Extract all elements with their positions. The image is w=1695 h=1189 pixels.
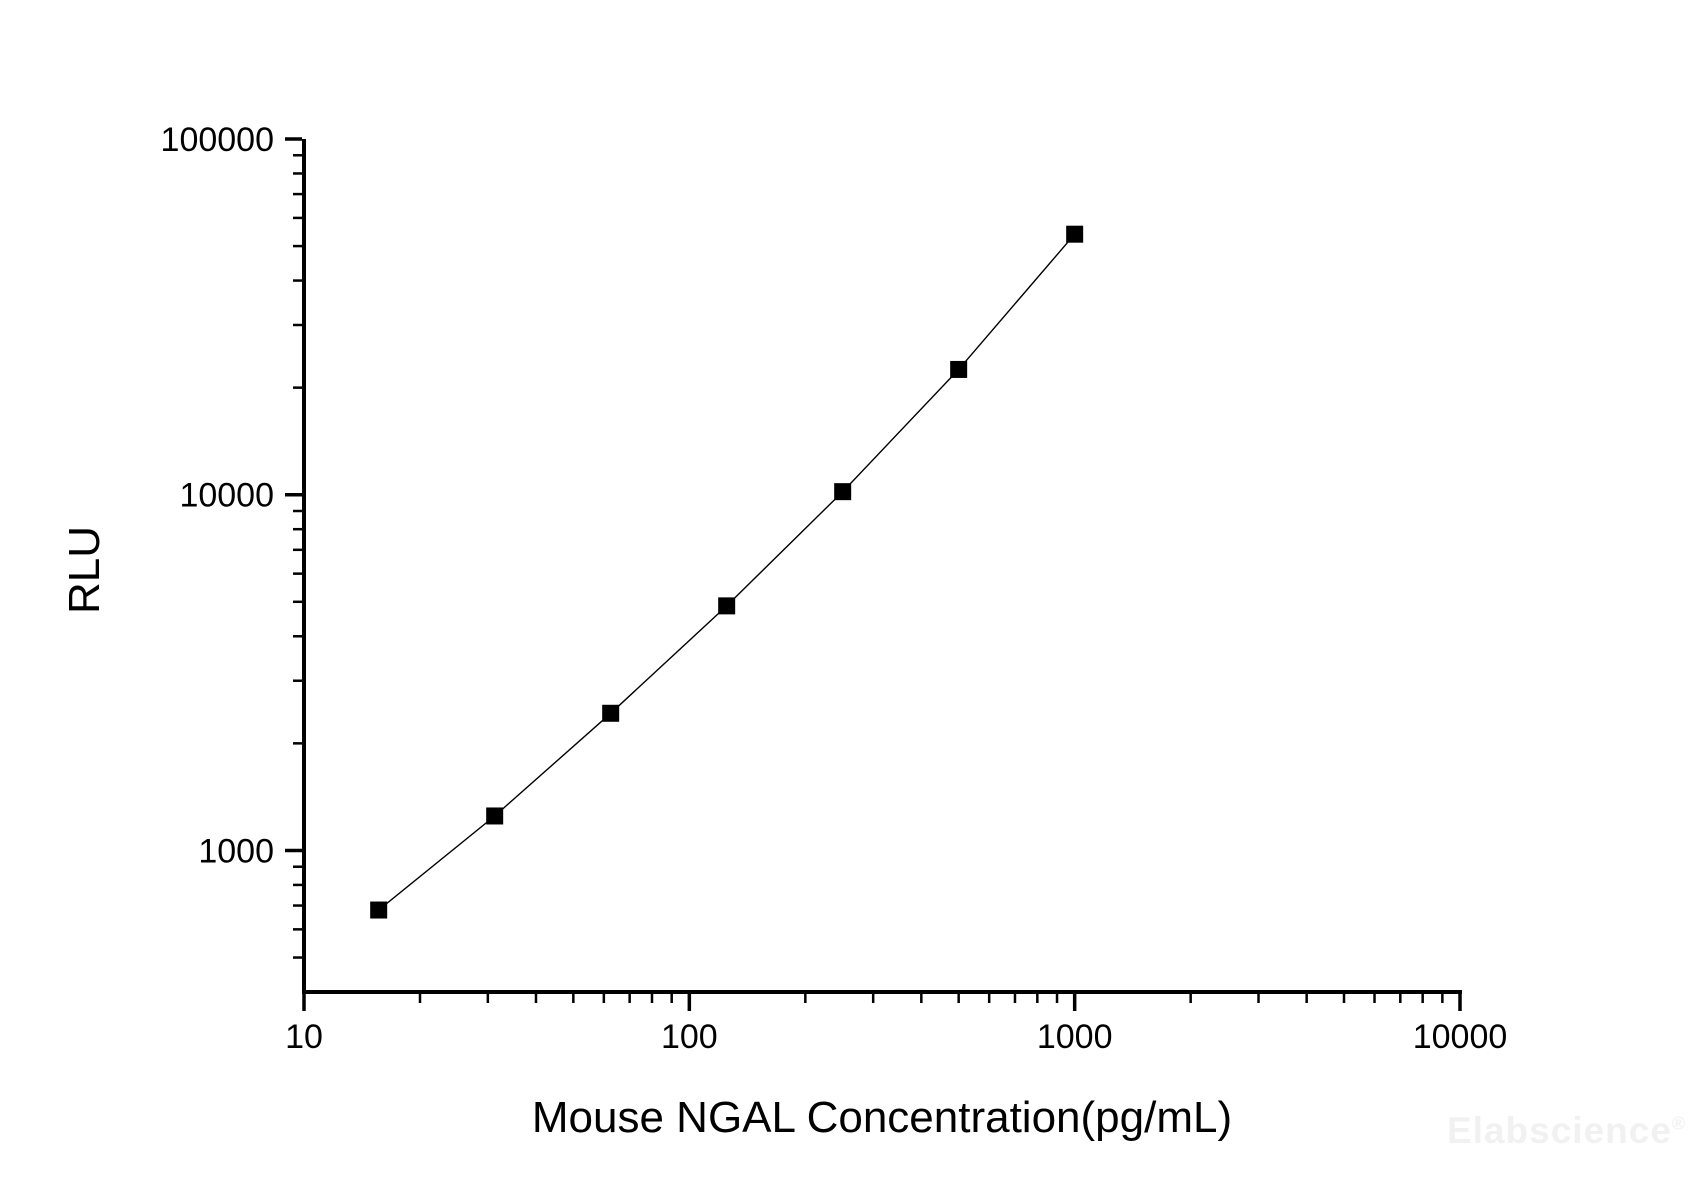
- watermark-logo: Elabscience®: [1447, 1110, 1686, 1152]
- y-axis-title: RLU: [60, 525, 109, 615]
- data-point-marker: [834, 483, 852, 501]
- data-point-marker: [602, 704, 620, 722]
- data-point-marker: [1066, 225, 1084, 243]
- x-tick-label: 100: [661, 1018, 718, 1056]
- series-line: [378, 233, 1076, 911]
- data-point-marker: [718, 597, 736, 615]
- watermark-text: Elabscience: [1447, 1110, 1672, 1151]
- registered-trademark-icon: ®: [1671, 1113, 1687, 1134]
- x-tick-label: 1000: [1037, 1018, 1113, 1056]
- data-point-marker: [370, 901, 388, 919]
- x-axis-title: Mouse NGAL Concentration(pg/mL): [531, 1093, 1233, 1142]
- y-tick-label: 10000: [179, 477, 274, 515]
- data-point-marker: [486, 807, 504, 825]
- y-tick-label: 1000: [198, 832, 274, 870]
- x-tick-label: 10: [285, 1018, 323, 1056]
- x-tick-label: 10000: [1413, 1018, 1508, 1056]
- data-point-marker: [950, 360, 968, 378]
- y-tick-label: 100000: [161, 121, 274, 159]
